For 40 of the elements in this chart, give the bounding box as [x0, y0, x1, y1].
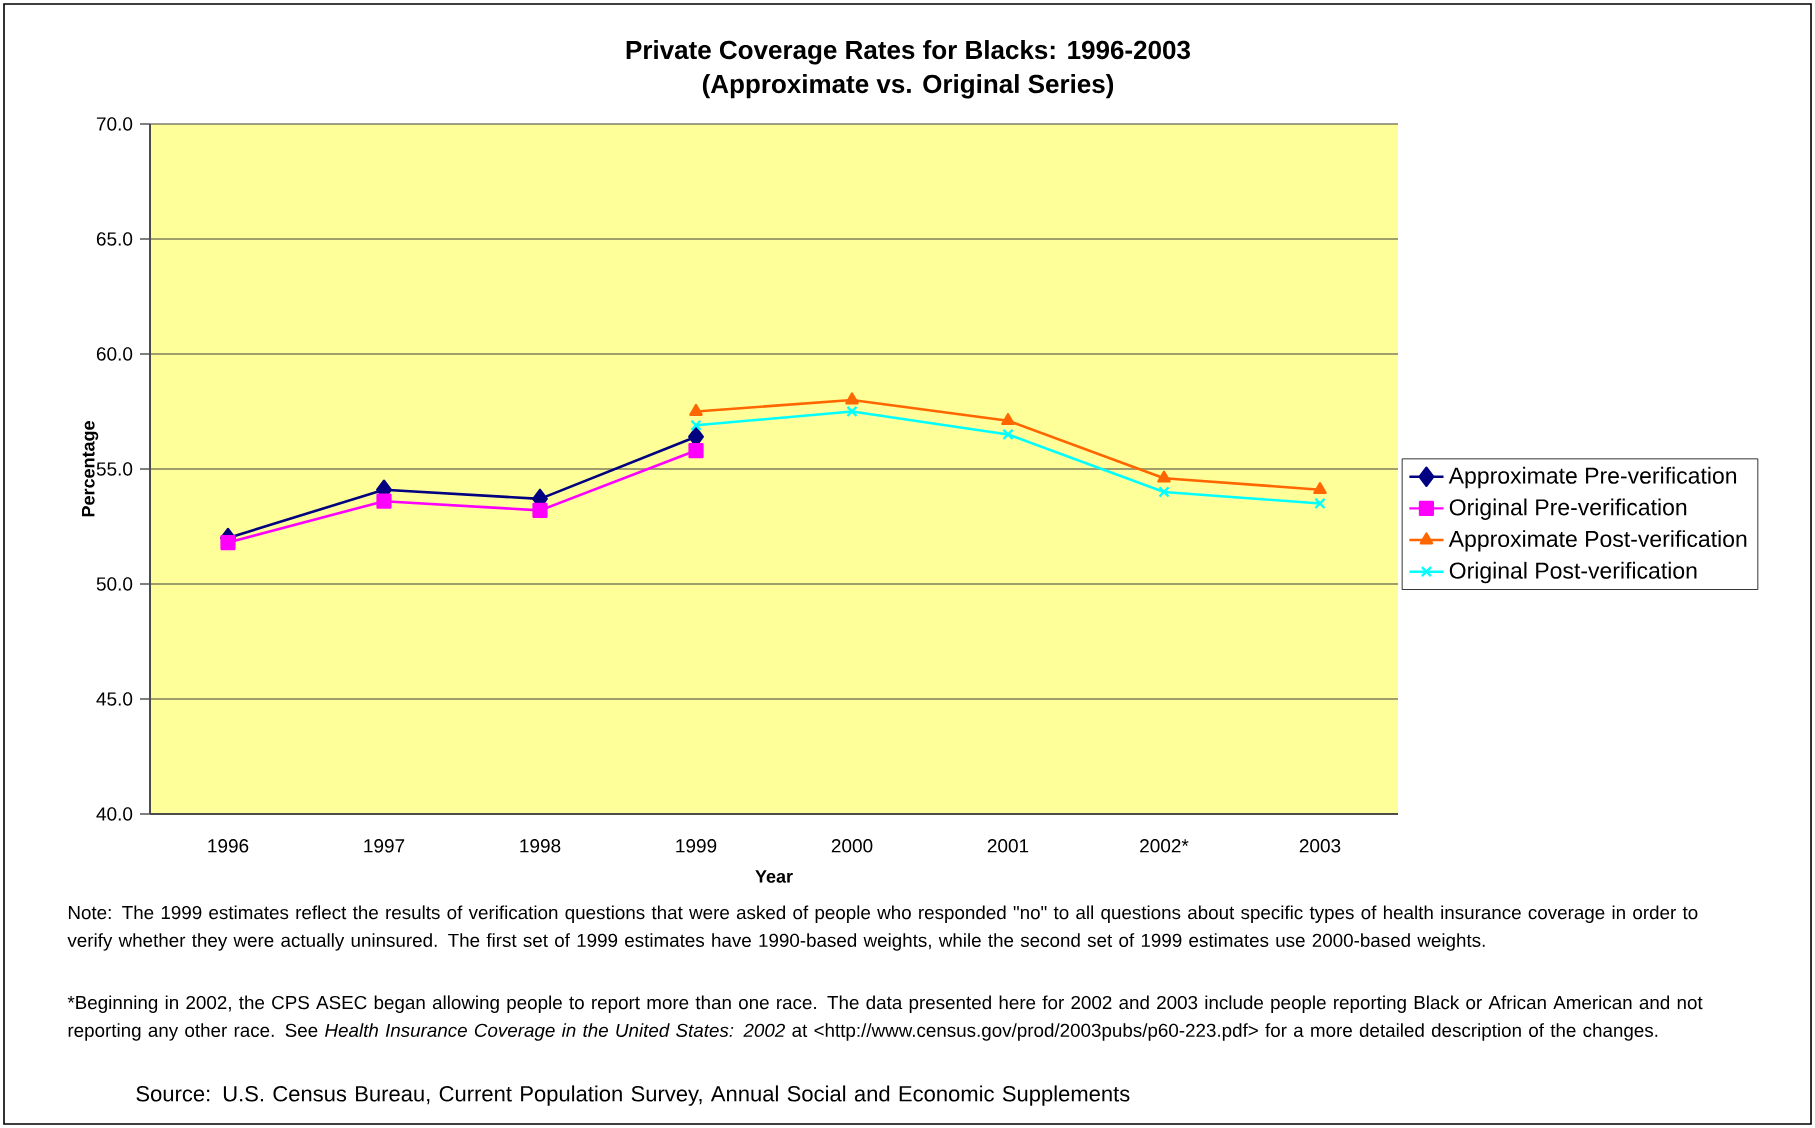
text: *Beginning in 2002, the CPS ASEC began allowing people to report more than one race. The data presented here for 2002 and 2003 include people reporting Black or African American and not reporting any other race. See Health Insurance Coverage in the United States: 2002 at <http://www.census.gov/prod/2003pubs/p60-223.pdf> for a more detailed description of the changes. [67, 995, 1703, 1041]
legend-label: Original Pre-verification [1449, 498, 1687, 520]
x-tick-label: 2003 [1299, 839, 1341, 853]
y-tick-label: 50.0 [96, 577, 133, 591]
y-tick-label: 70.0 [96, 117, 133, 131]
x-tick-label: 1998 [520, 839, 561, 853]
point [688, 442, 704, 459]
x-tick-label: 1999 [676, 839, 717, 853]
x-tick-label: 1997 [364, 839, 405, 853]
y-tick-label: 55.0 [96, 462, 133, 476]
point [846, 405, 858, 418]
y-tick-label: 45.0 [96, 692, 133, 706]
chart-subtitle: (Approximate vs. Original Series) [702, 74, 1114, 99]
point [1157, 470, 1171, 483]
point [376, 493, 392, 509]
point [1314, 497, 1326, 510]
x-tick-label: 2000 [831, 839, 873, 853]
point [220, 534, 236, 551]
x-axis-title: Year [755, 870, 793, 883]
x-tick-label: 1996 [208, 839, 249, 853]
x-tick-label: 2001 [987, 839, 1029, 853]
y-tick-label: 40.0 [96, 807, 133, 821]
point [690, 419, 702, 432]
legend-label: Original Post-verification [1449, 561, 1697, 584]
y-tick-label: 60.0 [96, 347, 133, 361]
legend-label: Approximate Pre-verification [1448, 466, 1737, 489]
point [689, 403, 703, 416]
x-tick-label: 2002* [1140, 839, 1189, 853]
chart-title: Private Coverage Rates for Blacks: 1996-2003 [626, 40, 1190, 65]
point [845, 392, 859, 405]
legend-label: Approximate Post-verification [1448, 530, 1747, 552]
text: Note: The 1999 estimates reflect the results of verification questions that were asked of people who responded "no" to all questions about specific types of health insurance coverage in order to verify whether they were actually uninsured. The first set of 1999 estimates have 1990-based weights, while the second set of 1999 estimates use 2000-based weights. [67, 905, 1698, 951]
point [532, 502, 548, 518]
point [1001, 413, 1015, 426]
y-tick-label: 65.0 [96, 232, 133, 246]
point [1313, 482, 1327, 495]
point [1002, 428, 1014, 441]
source-note: Source: U.S. Census Bureau, Current Population Survey, Annual Social and Economic Supplements [136, 1085, 1130, 1106]
y-axis-title: Percentage [82, 421, 99, 517]
point [1158, 486, 1170, 498]
